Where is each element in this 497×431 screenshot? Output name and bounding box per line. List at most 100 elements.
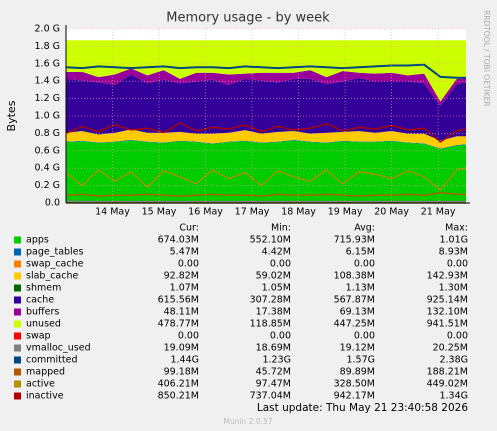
legend-value: 0.00 (270, 331, 291, 342)
legend-label: apps (26, 235, 49, 246)
legend-swatch (14, 272, 21, 280)
y-tick-label: 0.8 G (35, 128, 61, 139)
area (66, 40, 466, 102)
legend-value: 2.38G (439, 355, 468, 366)
x-tick-label: 18 May (281, 207, 316, 218)
legend-value: 188.21M (427, 367, 468, 378)
legend-value: 4.42M (262, 247, 291, 258)
legend-value: 0.00 (178, 259, 199, 270)
legend-label: page_tables (26, 247, 84, 258)
x-tick-label: 15 May (142, 207, 177, 218)
legend-value: 19.12M (340, 343, 375, 354)
legend-value: 1.05M (262, 283, 291, 294)
legend-label: swap (26, 331, 51, 342)
x-tick-label: 21 May (421, 207, 456, 218)
legend-label: unused (26, 319, 61, 330)
legend-value: 0.00 (354, 331, 375, 342)
legend-label: buffers (26, 307, 59, 318)
legend-value: 5.47M (170, 247, 199, 258)
line (65, 167, 467, 191)
legend-value: 97.47M (256, 379, 291, 390)
legend-value: 925.14M (427, 295, 468, 306)
legend-label: swap_cache (26, 259, 84, 270)
legend-value: 18.69M (256, 343, 291, 354)
legend-value: 1.01G (439, 235, 468, 246)
side-text: RRDTOOL / TOBI OETIKER (482, 10, 491, 107)
legend-value: 8.93M (439, 247, 468, 258)
legend-value: 1.34G (439, 391, 468, 402)
legend-value: 1.23G (262, 355, 291, 366)
legend-swatch (14, 296, 21, 304)
legend-value: 0.00 (270, 259, 291, 270)
legend-value: 567.87M (334, 295, 375, 306)
x-tick-label: 19 May (328, 207, 363, 218)
legend-swatch (14, 248, 21, 256)
legend-label: cache (26, 295, 54, 306)
legend-value: 0.00 (447, 259, 468, 270)
legend-swatch (14, 368, 21, 376)
y-tick-label: 1.6 G (35, 58, 61, 69)
legend-swatch (14, 284, 21, 292)
legend-value: 941.51M (427, 319, 468, 330)
y-tick-label: 0.0 (45, 198, 60, 209)
legend-swatch (14, 356, 21, 364)
legend-swatch (14, 308, 21, 316)
legend-value: 1.13M (346, 283, 375, 294)
legend-label: mapped (26, 367, 65, 378)
legend-swatch (14, 380, 21, 388)
legend-swatch (14, 260, 21, 268)
legend-value: 1.30M (439, 283, 468, 294)
legend-label: inactive (26, 391, 64, 402)
legend-label: slab_cache (26, 271, 78, 282)
chart-title: Memory usage - by week (166, 11, 330, 26)
legend-value: 92.82M (164, 271, 199, 282)
legend-value: 850.21M (158, 391, 199, 402)
legend-value: 99.18M (164, 367, 199, 378)
legend-value: 1.57G (346, 355, 375, 366)
legend-value: 307.28M (250, 295, 291, 306)
area (66, 74, 466, 141)
legend-label: committed (26, 355, 78, 366)
legend-value: 615.56M (158, 295, 199, 306)
legend-value: 449.02M (427, 379, 468, 390)
legend-swatch (14, 320, 21, 328)
legend-label: shmem (26, 283, 61, 294)
legend-value: 478.77M (158, 319, 199, 330)
legend-value: 674.03M (158, 235, 199, 246)
y-tick-label: 2.0 G (35, 24, 61, 35)
version: Munin 2.0.57 (223, 417, 272, 426)
area (66, 129, 466, 149)
legend-value: 108.38M (334, 271, 375, 282)
legend-swatch (14, 332, 21, 340)
legend-value: 406.21M (158, 379, 199, 390)
legend-value: 1.07M (170, 283, 199, 294)
line (65, 191, 466, 197)
legend-value: 942.17M (334, 391, 375, 402)
column-header: Cur: (179, 223, 199, 234)
y-tick-label: 1.0 G (35, 111, 61, 122)
legend-value: 142.93M (427, 271, 468, 282)
x-tick-label: 14 May (95, 207, 130, 218)
y-tick-label: 0.4 G (35, 163, 61, 174)
legend-value: 447.25M (334, 319, 375, 330)
legend-value: 328.50M (334, 379, 375, 390)
legend-value: 48.11M (164, 307, 199, 318)
area (66, 140, 466, 203)
y-axis-label: Bytes (5, 100, 18, 131)
legend-swatch (14, 392, 21, 400)
legend-value: 59.02M (256, 271, 291, 282)
legend-value: 17.38M (256, 307, 291, 318)
legend-swatch (14, 236, 21, 244)
legend-value: 132.10M (427, 307, 468, 318)
footer: Last update: Thu May 21 23:40:58 2026 (257, 402, 468, 414)
legend-value: 0.00 (447, 331, 468, 342)
legend-value: 737.04M (250, 391, 291, 402)
line (65, 122, 467, 143)
column-header: Max: (445, 223, 468, 234)
area (66, 68, 466, 106)
legend-value: 118.85M (250, 319, 291, 330)
legend-value: 552.10M (250, 235, 291, 246)
legend-value: 20.25M (433, 343, 468, 354)
column-header: Avg: (354, 223, 375, 234)
y-tick-label: 1.2 G (35, 93, 61, 104)
